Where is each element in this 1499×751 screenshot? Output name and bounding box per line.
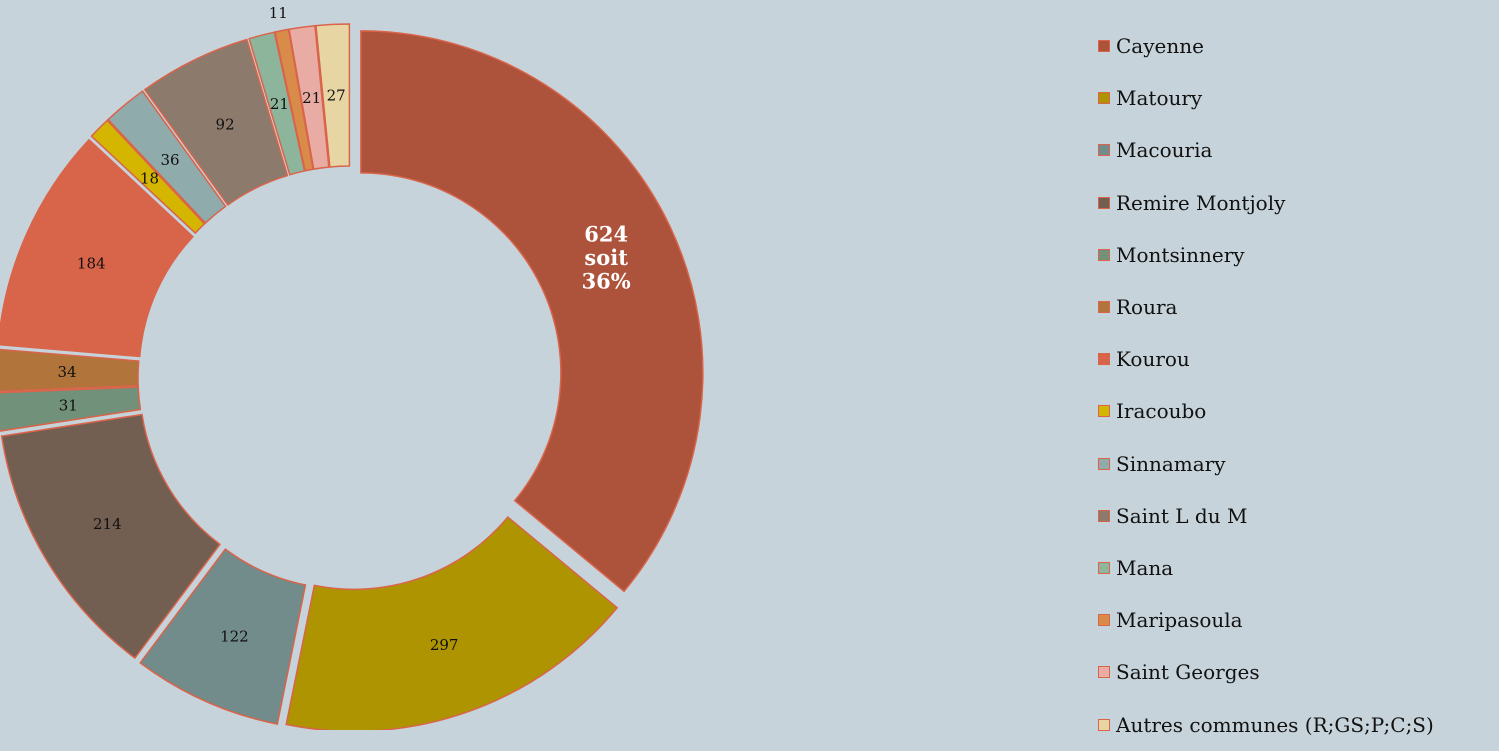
slice-cayenne: [360, 30, 704, 593]
data-label-sinnamary: 36: [160, 151, 179, 169]
data-label-kourou: 184: [77, 255, 106, 273]
slice-saint-georges: [288, 24, 330, 170]
legend-label: Maripasoula: [1116, 608, 1243, 633]
legend-swatch: [1098, 405, 1110, 418]
legend-swatch: [1098, 248, 1110, 261]
slice-roura: [0, 348, 140, 392]
data-label-roura: 34: [58, 363, 77, 381]
legend-swatch: [1098, 353, 1110, 366]
slice-iracoubo: [90, 119, 206, 235]
legend-swatch: [1098, 457, 1110, 470]
data-label-mana: 21: [270, 95, 289, 113]
data-label-remire-montjoly: 214: [93, 515, 122, 533]
legend-item-saint-georges: Saint Georges: [1098, 646, 1498, 698]
legend-item-roura: Roura: [1098, 281, 1498, 333]
slice-remire-montjoly: [0, 413, 221, 660]
data-label-autres-communes-r-gs-p-c-s: 27: [327, 87, 346, 105]
slice-macouria: [139, 548, 307, 726]
chart-legend: Cayenne Matoury Macouria Remire Montjoly Mon…: [1098, 20, 1498, 751]
legend-swatch: [1098, 40, 1110, 53]
legend-label: Montsinnery: [1116, 242, 1245, 267]
legend-item-mana: Mana: [1098, 542, 1498, 594]
legend-item-montsinnery: Montsinnery: [1098, 229, 1498, 281]
data-label-matoury: 297: [430, 636, 459, 654]
legend-swatch: [1098, 561, 1110, 574]
slice-montsinnery: [0, 386, 142, 432]
legend-item-autres-communes-r-gs-p-c-s: Autres communes (R;GS;P;C;S): [1098, 698, 1498, 750]
data-label-maripasoula: 11: [269, 4, 288, 22]
legend-item-remire-montjoly: Remire Montjoly: [1098, 177, 1498, 229]
legend-item-kourou: Kourou: [1098, 333, 1498, 385]
legend-item-maripasoula: Maripasoula: [1098, 594, 1498, 646]
slice-kourou: [0, 138, 194, 358]
legend-label: Kourou: [1116, 347, 1190, 372]
legend-label: Macouria: [1116, 138, 1213, 163]
legend-item-matoury: Matoury: [1098, 72, 1498, 124]
data-label-montsinnery: 31: [59, 396, 78, 414]
data-label-saint-l-du-m: 92: [216, 115, 235, 133]
slice-matoury: [285, 516, 619, 730]
legend-swatch: [1098, 144, 1110, 157]
legend-label: Roura: [1116, 295, 1178, 320]
data-label-iracoubo: 18: [140, 170, 159, 188]
legend-item-macouria: Macouria: [1098, 124, 1498, 176]
data-label-macouria: 122: [220, 628, 249, 646]
data-label-cayenne: 624 soit 36%: [582, 222, 631, 294]
legend-item-cayenne: Cayenne: [1098, 20, 1498, 72]
legend-swatch: [1098, 718, 1110, 731]
legend-label: Mana: [1116, 555, 1174, 580]
legend-swatch: [1098, 301, 1110, 314]
legend-swatch: [1098, 666, 1110, 679]
data-label-saint-georges: 21: [302, 89, 321, 107]
slice-saint-l-du-m: [143, 38, 289, 206]
legend-item-iracoubo: Iracoubo: [1098, 385, 1498, 437]
legend-label: Cayenne: [1116, 34, 1204, 59]
legend-item-sinnamary: Sinnamary: [1098, 438, 1498, 490]
legend-label: Iracoubo: [1116, 399, 1207, 424]
slice-autres-communes-r-gs-p-c-s: [315, 23, 351, 168]
legend-label: Saint L du M: [1116, 503, 1248, 528]
slice-sinnamary: [107, 90, 227, 225]
legend-label: Remire Montjoly: [1116, 190, 1286, 215]
legend-item-saint-l-du-m: Saint L du M: [1098, 490, 1498, 542]
legend-swatch: [1098, 614, 1110, 627]
legend-swatch: [1098, 509, 1110, 522]
legend-label: Autres communes (R;GS;P;C;S): [1116, 712, 1434, 737]
legend-label: Saint Georges: [1116, 660, 1260, 685]
legend-label: Sinnamary: [1116, 451, 1226, 476]
legend-label: Matoury: [1116, 86, 1203, 111]
legend-swatch: [1098, 92, 1110, 105]
legend-swatch: [1098, 196, 1110, 209]
